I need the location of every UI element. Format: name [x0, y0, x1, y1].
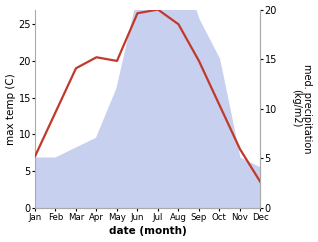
- Y-axis label: max temp (C): max temp (C): [5, 73, 16, 144]
- Y-axis label: med. precipitation
(kg/m2): med. precipitation (kg/m2): [291, 64, 313, 153]
- X-axis label: date (month): date (month): [109, 227, 187, 236]
